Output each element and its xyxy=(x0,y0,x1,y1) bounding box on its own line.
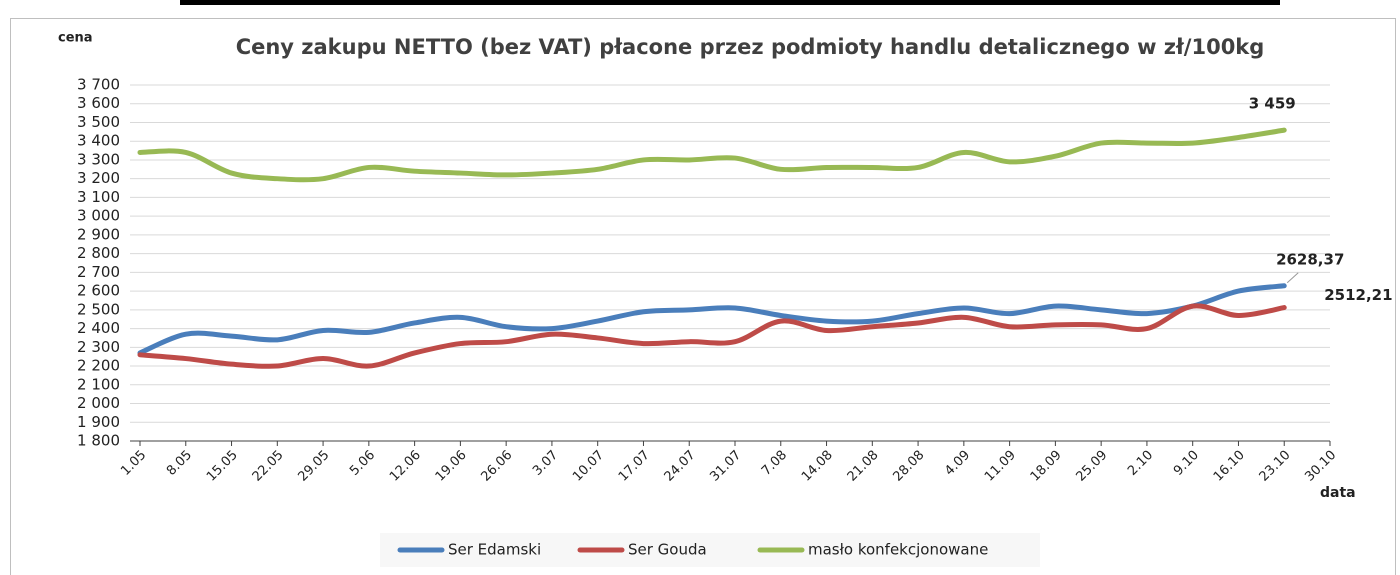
legend-box xyxy=(380,533,1040,567)
chart-border xyxy=(10,18,1396,575)
x-tick-label: 25.09 xyxy=(1074,448,1111,485)
y-tick-label: 3 500 xyxy=(77,113,120,131)
x-tick-label: 26.06 xyxy=(479,448,516,485)
y-tick-label: 3 300 xyxy=(77,150,120,168)
x-tick-label: 21.08 xyxy=(845,448,882,485)
y-tick-label: 2 000 xyxy=(77,394,120,412)
x-tick-label: 23.10 xyxy=(1257,448,1294,485)
y-tick-label: 1 800 xyxy=(77,432,120,450)
x-tick-label: 12.06 xyxy=(387,448,424,485)
y-tick-label: 2 100 xyxy=(77,375,120,393)
y-tick-label: 3 600 xyxy=(77,94,120,112)
x-axis-label: data xyxy=(1320,485,1356,501)
x-tick-label: 15.05 xyxy=(204,448,241,485)
y-tick-label: 2 400 xyxy=(77,319,120,337)
x-tick-label: 17.07 xyxy=(616,448,653,485)
x-tick-label: 2.10 xyxy=(1125,448,1156,479)
y-tick-label: 2 800 xyxy=(77,244,120,262)
legend-label: Ser Edamski xyxy=(448,541,541,559)
y-tick-label: 2 500 xyxy=(77,300,120,318)
x-tick-label: 24.07 xyxy=(662,448,699,485)
x-tick-label: 29.05 xyxy=(295,448,332,485)
y-tick-label: 1 900 xyxy=(77,413,120,431)
y-tick-label: 2 300 xyxy=(77,338,120,356)
x-tick-label: 8.05 xyxy=(164,448,195,479)
x-tick-label: 10.07 xyxy=(570,448,607,485)
x-tick-label: 9.10 xyxy=(1171,448,1202,479)
y-tick-label: 3 400 xyxy=(77,132,120,150)
x-tick-label: 19.06 xyxy=(433,448,470,485)
series-line xyxy=(137,303,1287,369)
x-tick-label: 5.06 xyxy=(347,448,378,479)
x-tick-label: 11.09 xyxy=(982,448,1019,485)
x-tick-label: 31.07 xyxy=(707,448,744,485)
x-tick-label: 1.05 xyxy=(118,448,149,479)
y-tick-label: 2 900 xyxy=(77,225,120,243)
x-tick-label: 30.10 xyxy=(1302,448,1339,485)
y-tick-label: 3 000 xyxy=(77,207,120,225)
x-tick-label: 3.07 xyxy=(530,448,561,479)
series-line xyxy=(137,127,1287,183)
y-tick-label: 2 700 xyxy=(77,263,120,281)
y-tick-label: 3 100 xyxy=(77,188,120,206)
legend-label: masło konfekcjonowane xyxy=(808,541,988,559)
label-leader xyxy=(1286,272,1299,284)
x-tick-label: 14.08 xyxy=(799,448,836,485)
legend-label: Ser Gouda xyxy=(628,541,707,559)
chart-title: Ceny zakupu NETTO (bez VAT) płacone prze… xyxy=(236,35,1265,59)
x-tick-label: 18.09 xyxy=(1028,448,1065,485)
data-label: 2628,37 xyxy=(1276,250,1344,268)
y-tick-label: 2 600 xyxy=(77,282,120,300)
x-tick-label: 7.08 xyxy=(759,448,790,479)
top-bar xyxy=(180,0,1280,5)
y-axis-label: cena xyxy=(58,31,93,46)
x-tick-label: 22.05 xyxy=(250,448,287,485)
data-label: 2512,21 xyxy=(1324,286,1392,304)
y-tick-label: 2 200 xyxy=(77,357,120,375)
data-label: 3 459 xyxy=(1249,95,1296,113)
series-line xyxy=(137,283,1287,356)
x-tick-label: 4.09 xyxy=(942,448,973,479)
y-tick-label: 3 700 xyxy=(77,76,120,94)
x-tick-label: 28.08 xyxy=(890,448,927,485)
y-tick-label: 3 200 xyxy=(77,169,120,187)
x-tick-label: 16.10 xyxy=(1211,448,1248,485)
